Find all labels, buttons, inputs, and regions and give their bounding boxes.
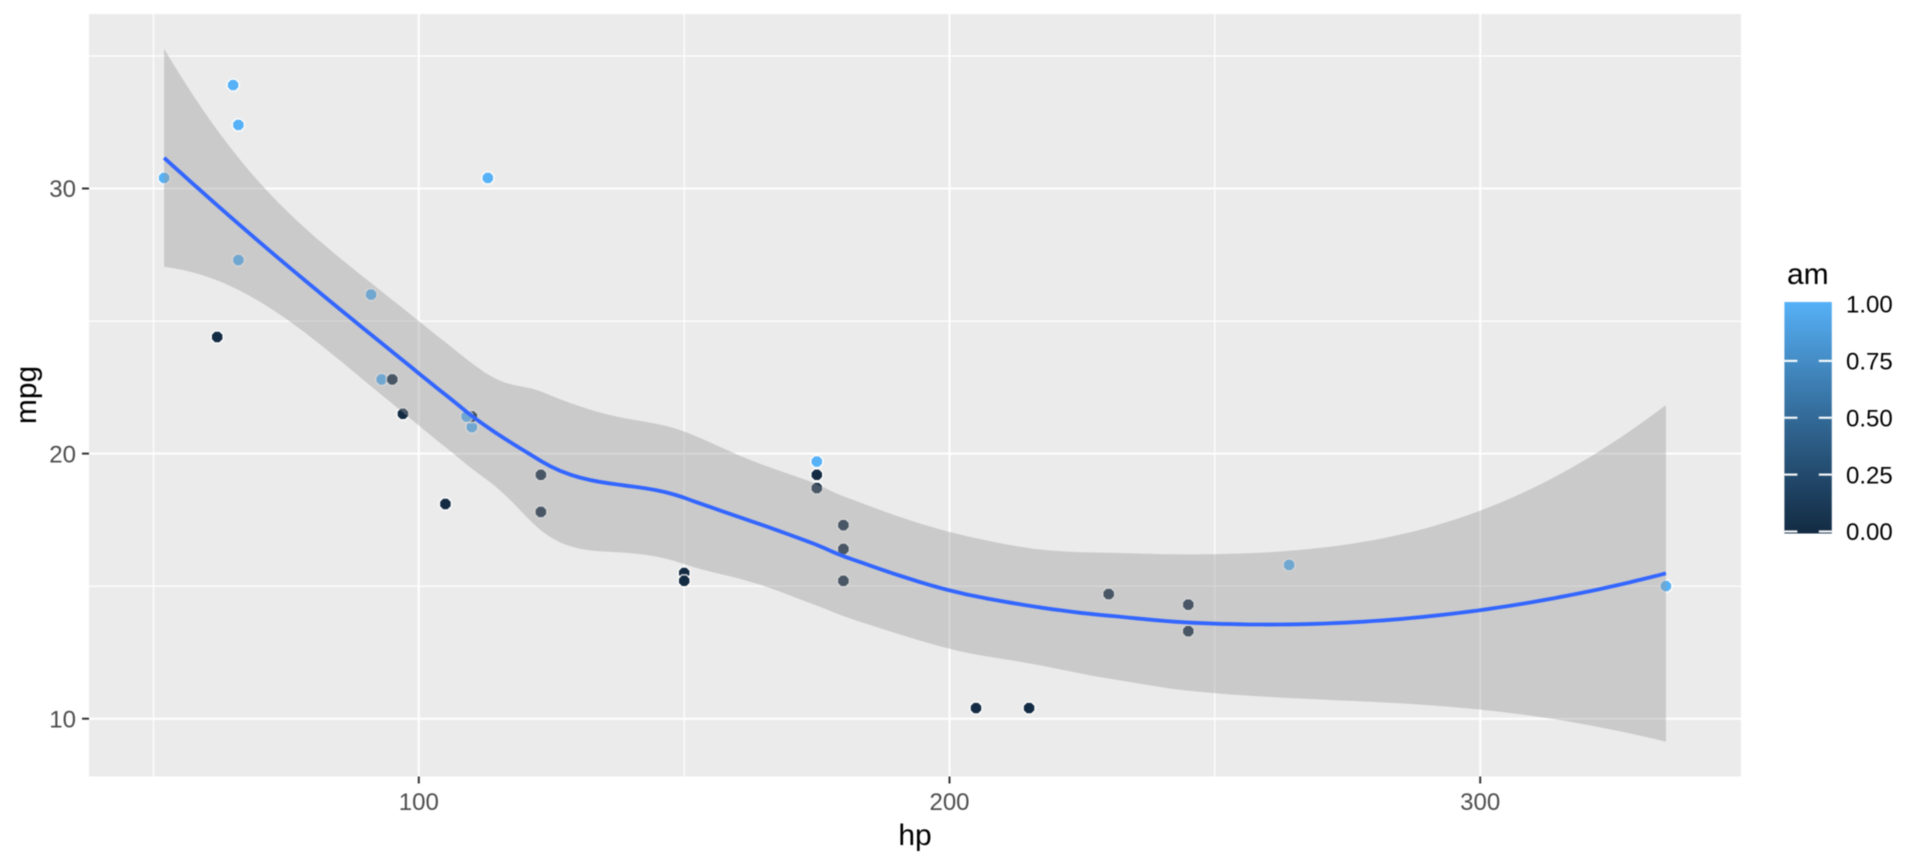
svg-text:0.25: 0.25 — [1846, 462, 1893, 489]
svg-text:0.00: 0.00 — [1846, 519, 1893, 546]
svg-text:0.75: 0.75 — [1846, 349, 1893, 376]
svg-text:1.00: 1.00 — [1846, 292, 1893, 319]
svg-text:am: am — [1787, 258, 1829, 291]
svg-text:mpg: mpg — [10, 366, 43, 424]
svg-text:300: 300 — [1460, 789, 1500, 816]
svg-text:30: 30 — [49, 176, 76, 203]
svg-text:200: 200 — [929, 789, 969, 816]
svg-text:hp: hp — [898, 819, 931, 852]
svg-text:10: 10 — [49, 706, 76, 733]
svg-text:20: 20 — [49, 441, 76, 468]
svg-text:100: 100 — [399, 789, 439, 816]
svg-text:0.50: 0.50 — [1846, 406, 1893, 433]
